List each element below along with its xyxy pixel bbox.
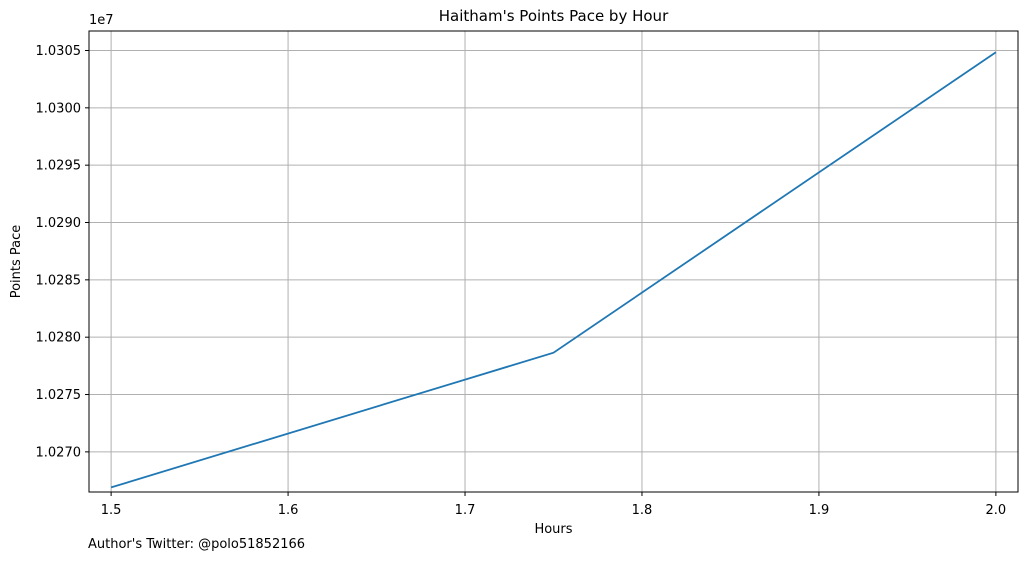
x-tick-label: 1.8 — [632, 503, 653, 518]
y-tick-label: 1.0285 — [36, 273, 82, 288]
author-credit: Author's Twitter: @polo51852166 — [88, 537, 306, 552]
y-tick-label: 1.0275 — [36, 388, 82, 403]
x-tick-label: 2.0 — [986, 503, 1007, 518]
series-layer — [110, 51, 997, 489]
y-axis-offset-label: 1e7 — [89, 13, 114, 28]
series-line — [110, 51, 997, 489]
y-tick-label: 1.0280 — [36, 331, 82, 346]
x-axis-label: Hours — [534, 522, 572, 537]
x-tick-label: 1.7 — [455, 503, 476, 518]
plot-area-frame — [88, 30, 1019, 493]
y-axis-ticks: 1.0270 1.0275 1.0280 1.0285 1.0290 1.0295 1.03… — [36, 44, 89, 460]
y-axis-label: Points Pace — [9, 225, 24, 299]
chart-title: Haitham's Points Pace by Hour — [439, 7, 669, 25]
grid — [89, 31, 1018, 492]
y-tick-label: 1.0290 — [36, 216, 82, 231]
y-tick-label: 1.0270 — [36, 445, 82, 460]
x-tick-label: 1.5 — [101, 503, 122, 518]
y-tick-label: 1.0295 — [36, 159, 82, 174]
y-tick-label: 1.0300 — [36, 101, 82, 116]
y-tick-label: 1.0305 — [36, 44, 82, 59]
x-tick-label: 1.6 — [278, 503, 299, 518]
x-axis-ticks: 1.5 1.6 1.7 1.8 1.9 2.0 — [101, 492, 1006, 518]
x-tick-label: 1.9 — [809, 503, 830, 518]
